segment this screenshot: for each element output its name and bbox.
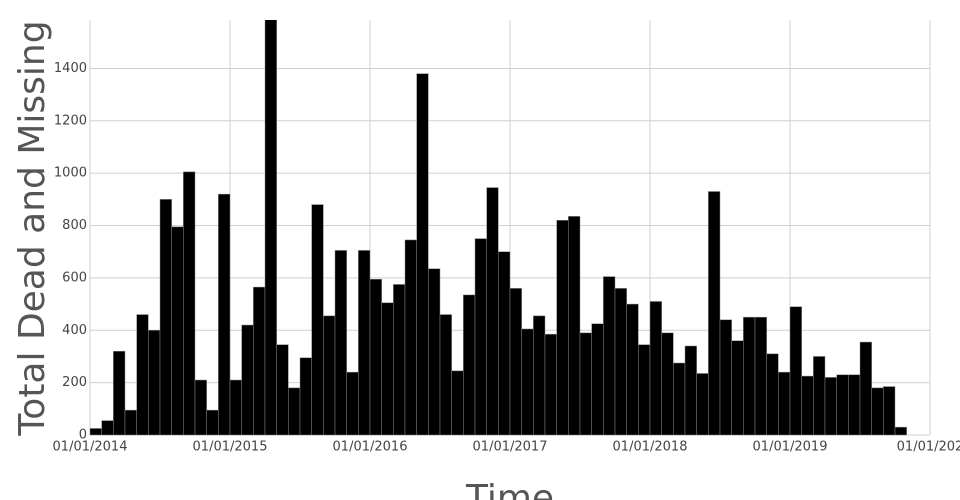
bar: [766, 353, 779, 436]
bar: [299, 357, 312, 436]
y-tick-label: 400: [62, 323, 87, 338]
bar: [626, 303, 639, 436]
bar: [871, 387, 884, 436]
y-axis-label: Total Dead and Missing: [12, 20, 53, 436]
bar: [661, 332, 674, 436]
bar: [719, 319, 732, 436]
bar: [218, 193, 231, 436]
bar: [474, 238, 487, 436]
bar: [463, 294, 476, 436]
x-tick-label: 01/01/2015: [193, 440, 268, 455]
bar: [276, 344, 289, 436]
bar: [451, 370, 464, 436]
bar: [673, 362, 686, 436]
x-tick-label: 01/01/202: [897, 440, 960, 455]
bar: [544, 333, 557, 436]
bar: [638, 344, 651, 436]
bar: [743, 316, 756, 436]
bar: [288, 387, 301, 436]
bar: [124, 409, 137, 436]
bar: [836, 374, 849, 436]
x-axis-label: Time: [465, 478, 554, 500]
bar: [603, 276, 616, 436]
bar: [241, 324, 254, 436]
x-tick-label: 01/01/2016: [333, 440, 408, 455]
bar: [883, 386, 896, 436]
bar: [194, 379, 207, 436]
bar: [824, 377, 837, 436]
bar: [859, 341, 872, 436]
bar: [183, 171, 196, 436]
bar: [521, 328, 534, 436]
bar: [358, 250, 371, 436]
bar: [649, 301, 662, 436]
bar: [533, 315, 546, 436]
bar: [428, 268, 441, 436]
bar: [684, 345, 697, 436]
bar: [696, 373, 709, 436]
bar: [498, 251, 511, 436]
y-tick-label: 1400: [54, 61, 87, 76]
bar: [591, 323, 604, 436]
bar: [813, 356, 826, 436]
bar: [894, 426, 907, 436]
y-tick-label: 200: [62, 375, 87, 390]
bar: [778, 371, 791, 436]
x-tick-label: 01/01/2018: [613, 440, 688, 455]
x-tick-label: 01/01/2017: [473, 440, 548, 455]
bar: [113, 350, 126, 436]
bar: [579, 332, 592, 436]
bar: [486, 187, 499, 436]
y-tick-label: 1000: [54, 166, 87, 181]
bar: [323, 315, 336, 436]
bar: [253, 286, 266, 436]
bar: [801, 375, 814, 436]
bar: [556, 220, 569, 436]
bar: [171, 226, 184, 436]
bar: [848, 374, 861, 436]
bar: [369, 278, 382, 436]
x-tick-label: 01/01/2019: [753, 440, 828, 455]
bar: [136, 314, 149, 436]
bar: [101, 420, 114, 436]
bar: [229, 379, 242, 436]
bar: [311, 204, 324, 436]
y-tick-label: 800: [62, 218, 87, 233]
bar: [381, 302, 394, 436]
bar: [439, 314, 452, 436]
bar: [264, 20, 277, 436]
bar: [404, 239, 417, 436]
bar: [393, 284, 406, 436]
bar: [754, 316, 767, 436]
bar: [509, 288, 522, 436]
bar: [708, 191, 721, 436]
bar: [731, 340, 744, 436]
bar: [206, 409, 219, 436]
bar: [159, 199, 172, 436]
y-tick-label: 600: [62, 270, 87, 285]
bar: [789, 306, 802, 436]
bar: [334, 250, 347, 436]
bar: [346, 371, 359, 436]
y-tick-label: 0: [79, 428, 87, 443]
bar: [614, 288, 627, 436]
bar: [416, 73, 429, 436]
x-tick-label: 01/01/2014: [53, 440, 128, 455]
y-tick-label: 1200: [54, 113, 87, 128]
bar: [568, 216, 581, 436]
bar: [89, 428, 102, 436]
bar: [148, 330, 161, 436]
